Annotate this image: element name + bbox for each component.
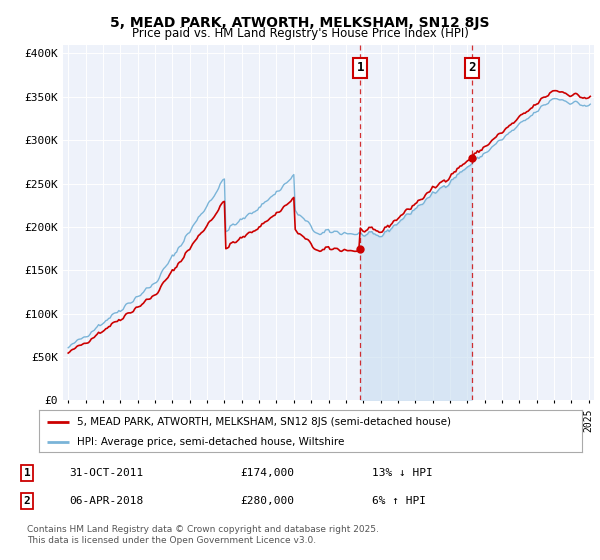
Text: 1: 1 <box>356 62 364 74</box>
Text: 5, MEAD PARK, ATWORTH, MELKSHAM, SN12 8JS (semi-detached house): 5, MEAD PARK, ATWORTH, MELKSHAM, SN12 8J… <box>77 417 451 427</box>
Text: 5, MEAD PARK, ATWORTH, MELKSHAM, SN12 8JS: 5, MEAD PARK, ATWORTH, MELKSHAM, SN12 8J… <box>110 16 490 30</box>
Text: 6% ↑ HPI: 6% ↑ HPI <box>372 496 426 506</box>
Text: 2: 2 <box>468 62 476 74</box>
Text: 1: 1 <box>23 468 31 478</box>
Text: Contains HM Land Registry data © Crown copyright and database right 2025.
This d: Contains HM Land Registry data © Crown c… <box>27 525 379 545</box>
Text: Price paid vs. HM Land Registry's House Price Index (HPI): Price paid vs. HM Land Registry's House … <box>131 27 469 40</box>
Text: 2: 2 <box>23 496 31 506</box>
Text: £280,000: £280,000 <box>240 496 294 506</box>
Text: 31-OCT-2011: 31-OCT-2011 <box>69 468 143 478</box>
Text: 13% ↓ HPI: 13% ↓ HPI <box>372 468 433 478</box>
Text: HPI: Average price, semi-detached house, Wiltshire: HPI: Average price, semi-detached house,… <box>77 437 344 447</box>
Text: £174,000: £174,000 <box>240 468 294 478</box>
Text: 06-APR-2018: 06-APR-2018 <box>69 496 143 506</box>
